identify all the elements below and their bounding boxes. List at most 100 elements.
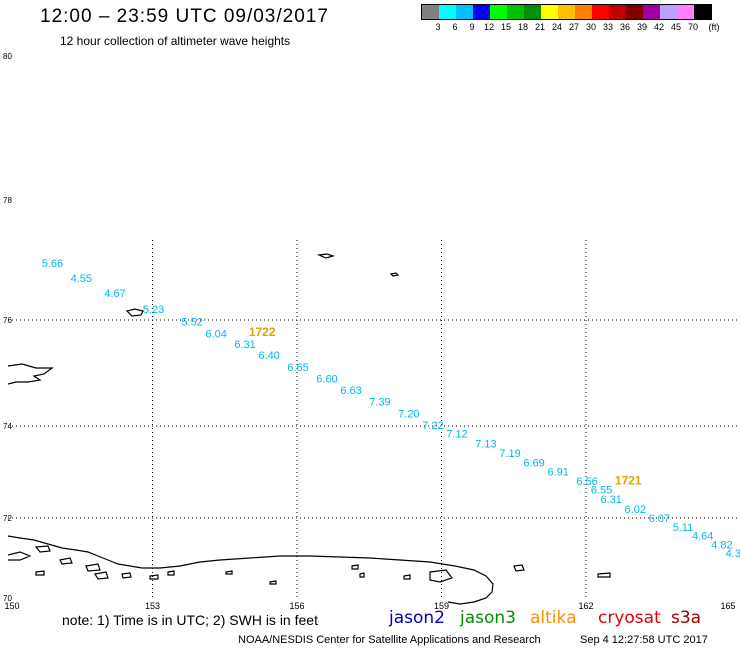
- latitude-labels: 80 78 76 74 72 70: [3, 52, 12, 603]
- map-subtitle: 12 hour collection of altimeter wave hei…: [60, 34, 291, 48]
- legend-tick-label: 24: [551, 22, 563, 32]
- legend-swatch: [609, 5, 626, 19]
- legend-swatch: [643, 5, 660, 19]
- legend-tick-label: 15: [500, 22, 512, 32]
- swh-label: 6.07: [649, 513, 670, 525]
- legend-swatch: [694, 5, 711, 19]
- legend-swatch: [592, 5, 609, 19]
- swh-label: 7.20: [398, 409, 419, 421]
- latitude-label: 74: [3, 422, 12, 431]
- swh-label: 6.04: [205, 328, 226, 340]
- legend-swatch: [541, 5, 558, 19]
- legend-tick-label: 27: [568, 22, 580, 32]
- legend-swatch: [558, 5, 575, 19]
- satellite-cryosat: cryosat: [598, 608, 661, 628]
- legend-tick-label: 18: [517, 22, 529, 32]
- legend-tick-label: 3: [435, 22, 441, 32]
- footer-note: note: 1) Time is in UTC; 2) SWH is in fe…: [62, 612, 318, 628]
- legend-swatch: [490, 5, 507, 19]
- swh-label: 6.60: [316, 374, 337, 386]
- coastline: [7, 253, 611, 605]
- latitude-label: 70: [3, 594, 12, 603]
- legend-swatch: [422, 5, 439, 19]
- legend-swatch: [575, 5, 592, 19]
- swh-label: 7.12: [446, 429, 467, 441]
- longitude-label: 165: [720, 601, 735, 611]
- legend-swatch: [524, 5, 541, 19]
- swh-label: 4.67: [104, 288, 125, 300]
- longitude-label: 162: [578, 601, 593, 611]
- swh-label: 5.23: [143, 304, 164, 316]
- swh-label: 6.40: [258, 350, 279, 362]
- legend-tick-label: (ft): [708, 22, 720, 32]
- latitude-label: 80: [3, 52, 12, 61]
- swh-label: 5.66: [42, 258, 63, 270]
- latitude-label: 76: [3, 316, 12, 325]
- latitude-label: 78: [3, 196, 12, 205]
- legend-tick-label: 36: [619, 22, 631, 32]
- longitude-label: 150: [4, 601, 19, 611]
- legend-tick-label: 30: [585, 22, 597, 32]
- generated-timestamp: Sep 4 12:27:58 UTC 2017: [580, 634, 708, 646]
- time-label: 1721: [615, 473, 642, 487]
- latitude-label: 72: [3, 514, 12, 523]
- swh-labels: 5.664.554.675.235.526.046.316.406.656.60…: [42, 258, 740, 560]
- map-title: 12:00 – 23:59 UTC 09/03/2017: [40, 6, 329, 27]
- swh-label: 6.02: [625, 504, 646, 516]
- swh-label: 6.56: [576, 476, 597, 488]
- legend-tick-label: 33: [602, 22, 614, 32]
- siberian-coast: [7, 535, 494, 605]
- time-labels: 1722 1721: [249, 325, 642, 488]
- legend-tick-label: 21: [534, 22, 546, 32]
- longitude-label: 159: [434, 601, 449, 611]
- legend-swatch: [626, 5, 643, 19]
- legend-swatch: [473, 5, 490, 19]
- longitude-label: 156: [289, 601, 304, 611]
- swh-label: 7.13: [475, 439, 496, 451]
- small-island-2: [316, 253, 336, 259]
- swh-label: 6.69: [523, 457, 544, 469]
- legend-tick-labels: 3 6 9 12 15 18 21 24 27 30 33 36 39 42 45 70 (ft): [421, 22, 740, 36]
- legend-tick-label: 45: [670, 22, 682, 32]
- legend-swatch: [507, 5, 524, 19]
- swh-label: 6.31: [234, 339, 255, 351]
- legend-swatch: [456, 5, 473, 19]
- swh-label: 7.19: [499, 448, 520, 460]
- time-label: 1722: [249, 325, 276, 339]
- legend-swatch: [677, 5, 694, 19]
- legend-swatches: [421, 4, 712, 20]
- satellite-jason2: jason2: [389, 608, 445, 628]
- satellite-jason3: jason3: [460, 608, 516, 628]
- lyakhovsky-island: [7, 363, 54, 385]
- swh-label: 4.64: [692, 531, 713, 543]
- color-legend: 3 6 9 12 15 18 21 24 27 30 33 36 39 42 45 70 (ft): [421, 4, 720, 32]
- swh-label: 6.55: [591, 485, 612, 497]
- longitude-labels: 150 153 156 159 162 165: [4, 601, 735, 611]
- longitude-label: 153: [145, 601, 160, 611]
- swh-label: 6.63: [340, 385, 361, 397]
- coastal-islets: [7, 545, 611, 585]
- small-island-1: [125, 308, 144, 317]
- satellite-altika: altika: [530, 608, 577, 628]
- legend-tick-label: 39: [636, 22, 648, 32]
- legend-tick-label: 9: [469, 22, 475, 32]
- swh-label: 6.31: [600, 494, 621, 506]
- swh-label: 6.65: [287, 362, 308, 374]
- swh-label: 4.82: [711, 539, 732, 551]
- legend-tick-label: 42: [653, 22, 665, 32]
- swh-label: 5.52: [181, 316, 202, 328]
- swh-label: 7.22: [422, 420, 443, 432]
- small-island-3: [389, 272, 400, 277]
- legend-swatch: [660, 5, 677, 19]
- swh-label: 7.39: [369, 396, 390, 408]
- legend-tick-label: 6: [452, 22, 458, 32]
- legend-tick-label: 12: [483, 22, 495, 32]
- credit-line: NOAA/NESDIS Center for Satellite Applica…: [238, 634, 541, 646]
- swh-label: 4.55: [71, 273, 92, 285]
- legend-tick-label: 70: [687, 22, 699, 32]
- swh-label: 6.91: [547, 467, 568, 479]
- swh-label: 5.11: [673, 522, 694, 534]
- swh-label: 4.35: [726, 548, 740, 560]
- satellite-s3a: s3a: [671, 608, 702, 628]
